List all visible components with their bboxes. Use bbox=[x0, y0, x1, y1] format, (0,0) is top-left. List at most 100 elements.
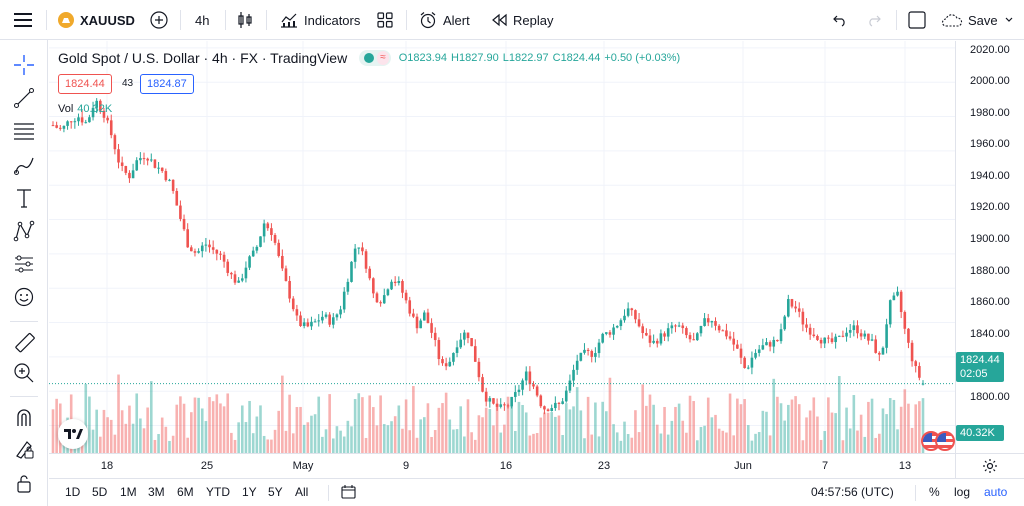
candle-body bbox=[470, 338, 473, 347]
legend-title[interactable]: Gold Spot / U.S. Dollar · 4h · FX · Trad… bbox=[58, 50, 348, 66]
redo-button[interactable] bbox=[866, 0, 882, 40]
range-5d-button[interactable]: 5D bbox=[92, 485, 108, 499]
range-ytd-button[interactable]: YTD bbox=[206, 485, 230, 499]
grid-layout-icon bbox=[377, 12, 393, 28]
candle-body bbox=[415, 316, 419, 329]
candle-body bbox=[524, 371, 528, 381]
range-6m-button[interactable]: 6M bbox=[177, 485, 194, 499]
drawing-toolbar bbox=[0, 40, 48, 506]
volume-bar bbox=[816, 416, 819, 453]
prediction-icon[interactable] bbox=[11, 251, 37, 277]
candle-body bbox=[521, 380, 524, 390]
events-markers[interactable] bbox=[921, 431, 955, 451]
volume-bar bbox=[179, 396, 182, 453]
range-1y-button[interactable]: 1Y bbox=[242, 485, 257, 499]
volume-bar bbox=[361, 397, 364, 453]
range-3m-button[interactable]: 3M bbox=[148, 485, 165, 499]
timezone-clock[interactable]: 04:57:56 (UTC) bbox=[811, 485, 894, 499]
goto-date-button[interactable] bbox=[341, 484, 357, 503]
text-tool-icon[interactable] bbox=[11, 185, 37, 211]
auto-scale-toggle[interactable]: auto bbox=[984, 485, 1008, 499]
candle-body bbox=[284, 268, 288, 281]
time-axis[interactable]: 18 25 May 9 16 23 Jun 7 13 bbox=[49, 453, 955, 478]
candle-body bbox=[302, 322, 306, 327]
candle-body bbox=[539, 395, 543, 407]
candle-body bbox=[779, 329, 783, 342]
percent-scale-toggle[interactable]: % bbox=[929, 485, 940, 499]
volume-bar bbox=[259, 405, 262, 453]
volume-bar bbox=[328, 394, 331, 453]
crosshair-icon[interactable] bbox=[11, 52, 37, 78]
sell-price-button[interactable]: 1824.44 bbox=[58, 74, 112, 94]
save-button[interactable]: Save bbox=[941, 0, 1014, 40]
volume-label: Vol bbox=[58, 103, 74, 115]
trend-line-icon[interactable] bbox=[11, 85, 37, 111]
candle-body bbox=[805, 324, 808, 328]
replay-button[interactable]: Replay bbox=[491, 0, 553, 40]
candle-body bbox=[677, 325, 681, 327]
chart-legend: Gold Spot / U.S. Dollar · 4h · FX · Trad… bbox=[58, 50, 684, 66]
compare-symbol-button[interactable] bbox=[150, 0, 168, 40]
volume-bar bbox=[546, 412, 550, 453]
volume-bar bbox=[419, 419, 422, 453]
chart-settings-button[interactable] bbox=[955, 453, 1024, 478]
price-chart[interactable] bbox=[49, 41, 955, 453]
price-axis[interactable]: 2020.00 2000.00 1980.00 1960.00 1940.00 … bbox=[955, 41, 1024, 453]
range-5y-button[interactable]: 5Y bbox=[268, 485, 283, 499]
volume-bar bbox=[652, 404, 655, 453]
magnet-icon[interactable] bbox=[11, 404, 37, 430]
lock-icon[interactable] bbox=[11, 470, 37, 496]
replay-label: Replay bbox=[513, 12, 554, 28]
volume-bar bbox=[164, 426, 168, 453]
range-all-button[interactable]: All bbox=[295, 485, 309, 499]
undo-button[interactable] bbox=[832, 0, 848, 40]
volume-bar bbox=[717, 428, 721, 453]
symbol-search-button[interactable]: XAUUSD bbox=[58, 0, 135, 40]
chart-pane[interactable] bbox=[49, 41, 955, 453]
candle-body bbox=[186, 229, 189, 248]
volume-bar bbox=[393, 416, 397, 453]
volume-bar bbox=[721, 430, 725, 453]
tradingview-logo[interactable] bbox=[58, 419, 88, 449]
buy-price-button[interactable]: 1824.87 bbox=[140, 74, 194, 94]
range-1d-button[interactable]: 1D bbox=[65, 485, 81, 499]
candle-body bbox=[233, 274, 237, 283]
zoom-in-icon[interactable] bbox=[11, 360, 37, 386]
candle-body bbox=[448, 361, 452, 367]
market-status-pill[interactable]: ≈ bbox=[359, 50, 391, 66]
indicators-button[interactable]: Indicators bbox=[280, 0, 360, 40]
time-tick: May bbox=[292, 460, 314, 472]
candle-body bbox=[776, 339, 779, 342]
ruler-icon[interactable] bbox=[11, 330, 37, 356]
us-flag-icon[interactable] bbox=[935, 431, 955, 451]
menu-icon[interactable] bbox=[14, 0, 32, 40]
time-tick: 13 bbox=[898, 460, 912, 472]
candle-body bbox=[554, 402, 557, 409]
brush-icon[interactable] bbox=[11, 152, 37, 178]
volume-bar bbox=[288, 394, 291, 453]
volume-bar bbox=[382, 424, 386, 453]
pattern-icon[interactable] bbox=[11, 218, 37, 244]
candle-body bbox=[91, 107, 95, 118]
volume-bar bbox=[448, 419, 452, 453]
candle-body bbox=[226, 261, 230, 273]
layouts-button[interactable] bbox=[377, 0, 393, 40]
alert-button[interactable]: Alert bbox=[419, 0, 470, 40]
candle-body bbox=[357, 247, 361, 249]
interval-button[interactable]: 4h bbox=[195, 12, 210, 28]
volume-bar bbox=[739, 404, 743, 453]
fib-retracement-icon[interactable] bbox=[11, 118, 37, 144]
lock-drawings-icon[interactable] bbox=[11, 436, 37, 462]
candle-body bbox=[193, 251, 197, 253]
candle-body bbox=[765, 342, 768, 346]
range-1m-button[interactable]: 1M bbox=[120, 485, 137, 499]
smiley-icon[interactable] bbox=[11, 284, 37, 310]
volume-bar bbox=[506, 396, 510, 453]
chart-type-button[interactable] bbox=[238, 0, 252, 40]
volume-bar bbox=[182, 403, 186, 453]
price-tick: 2000.00 bbox=[970, 75, 1010, 87]
fullscreen-button[interactable] bbox=[908, 0, 926, 40]
candle-body bbox=[266, 223, 270, 229]
candle-body bbox=[914, 361, 918, 367]
log-scale-toggle[interactable]: log bbox=[954, 485, 971, 499]
